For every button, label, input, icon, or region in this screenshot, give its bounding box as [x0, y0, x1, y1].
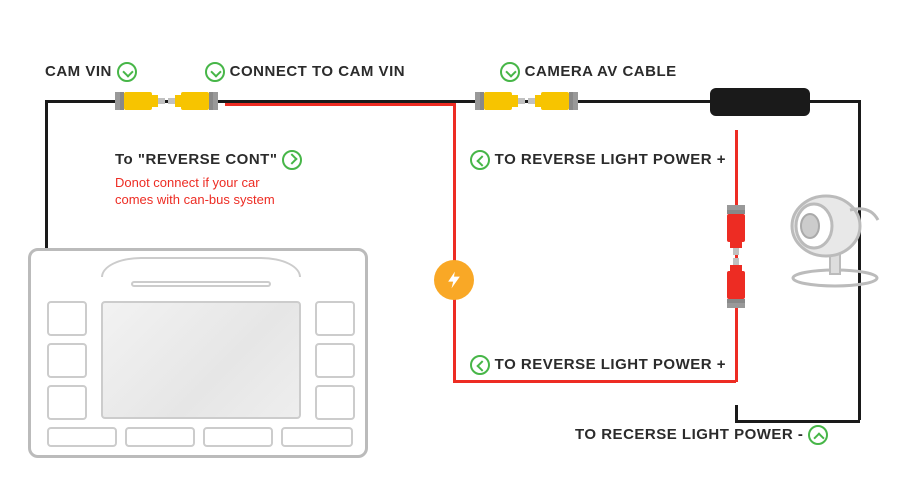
- label-connect-cam-vin: CONNECT TO CAM VIN: [205, 62, 405, 82]
- rca-av-left: [475, 92, 525, 110]
- arrow-down-icon: [500, 62, 520, 82]
- note-canbus-l1: Donot connect if your car: [115, 175, 260, 192]
- rca-power-bottom: [727, 258, 745, 308]
- head-unit: [28, 248, 368, 458]
- note-canbus-l2: comes with can-bus system: [115, 192, 275, 209]
- label-rev-minus: TO RECERSE LIGHT POWER -: [575, 425, 828, 445]
- arrow-down-icon: [205, 62, 225, 82]
- label-rev-plus-bot: TO REVERSE LIGHT POWER +: [470, 355, 726, 375]
- arrow-down-icon: [117, 62, 137, 82]
- arrow-right-icon: [282, 150, 302, 170]
- rca-av-right: [528, 92, 578, 110]
- rca-camvin-left: [115, 92, 165, 110]
- wire-bottom-minus-stub: [735, 405, 738, 420]
- wire-red-mid-up: [453, 103, 456, 281]
- flash-icon: [434, 260, 474, 300]
- arrow-up-icon: [808, 425, 828, 445]
- wire-bottom-minus: [735, 420, 860, 423]
- rca-power-top: [727, 205, 745, 255]
- arrow-left-icon: [470, 355, 490, 375]
- wire-red-bottom: [453, 380, 736, 383]
- camera-icon: [780, 190, 890, 295]
- label-camera-av: CAMERA AV CABLE: [500, 62, 677, 82]
- label-rev-plus-top: TO REVERSE LIGHT POWER +: [470, 150, 726, 170]
- wire-red-right-col: [735, 130, 738, 382]
- label-cam-vin: CAM VIN: [45, 62, 137, 82]
- label-reverse-cont: To "REVERSE CONT": [115, 150, 302, 170]
- wire-red-reverse-cont: [225, 103, 453, 106]
- arrow-left-icon: [470, 150, 490, 170]
- rca-camvin-right: [168, 92, 218, 110]
- inline-box: [710, 88, 810, 116]
